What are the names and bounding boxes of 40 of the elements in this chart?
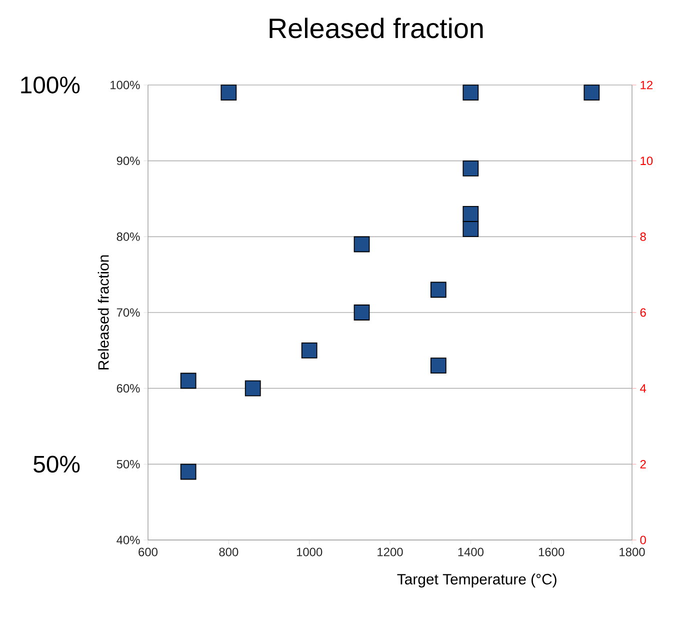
y-tick-label: 90% bbox=[116, 156, 140, 166]
x-tick-label: 1200 bbox=[378, 548, 403, 556]
x-tick-label: 1400 bbox=[458, 548, 484, 556]
point bbox=[462, 160, 479, 176]
y-axis-title: Released fraction bbox=[98, 255, 109, 370]
x-tick-label: 600 bbox=[138, 548, 158, 556]
point bbox=[244, 380, 261, 396]
text: 100% bbox=[21, 76, 80, 94]
y2-tick-label: 0 bbox=[640, 536, 646, 544]
point bbox=[180, 464, 196, 480]
point bbox=[301, 342, 318, 358]
point bbox=[462, 206, 479, 222]
y2-tick-label: 10 bbox=[640, 156, 653, 166]
y2-tick-label: 12 bbox=[640, 80, 652, 90]
point bbox=[220, 84, 237, 101]
text: 50% bbox=[34, 456, 80, 473]
point bbox=[462, 84, 479, 101]
x-tick-label: 800 bbox=[219, 548, 238, 556]
y2-tick-label: 6 bbox=[640, 308, 646, 317]
point bbox=[430, 358, 446, 374]
y-tick-label: 60% bbox=[116, 384, 140, 393]
point bbox=[430, 282, 446, 298]
y2-tick-label: 4 bbox=[640, 384, 646, 392]
point bbox=[462, 221, 479, 238]
y-tick-label: 100% bbox=[110, 80, 140, 90]
x-tick-label: 1800 bbox=[620, 548, 645, 556]
point bbox=[584, 84, 600, 101]
x-tick-label: 1600 bbox=[538, 548, 564, 556]
x-axis-title: Target Temperature (°C) bbox=[397, 574, 556, 588]
y2-tick-label: 2 bbox=[640, 460, 646, 468]
point bbox=[354, 304, 370, 320]
y2-tick-label: 8 bbox=[640, 232, 646, 241]
y-tick-label: 50% bbox=[116, 460, 140, 468]
y-tick-label: 40% bbox=[116, 536, 140, 544]
point bbox=[180, 372, 196, 389]
x-tick-label: 1000 bbox=[296, 548, 322, 556]
y-tick-label: 80% bbox=[116, 232, 140, 241]
chart-title: Released fraction bbox=[270, 18, 483, 38]
y-tick-label: 70% bbox=[116, 308, 140, 317]
point bbox=[354, 236, 370, 252]
